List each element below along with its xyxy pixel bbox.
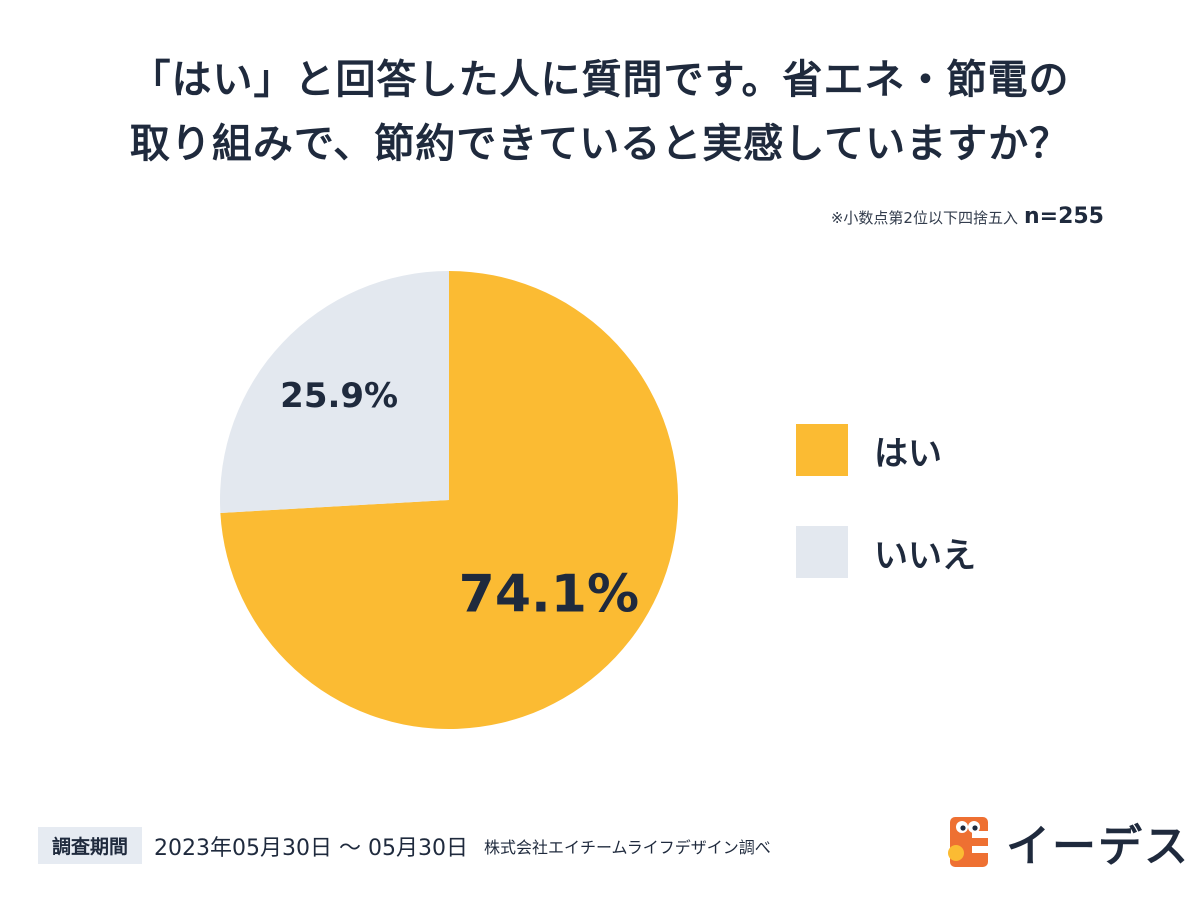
- chart-legend: はい いいえ: [796, 424, 976, 628]
- brand: イーデス: [946, 810, 1190, 874]
- pie-label-0: 74.1%: [459, 564, 639, 624]
- legend-item-0: はい: [796, 424, 976, 476]
- legend-label-1: いいえ: [874, 535, 976, 576]
- legend-label-0: はい: [874, 433, 942, 474]
- chart-note: ※小数点第2位以下四捨五入 n=255: [831, 204, 1104, 229]
- brand-name: イーデス: [1006, 821, 1190, 872]
- survey-period-value: 2023年05月30日 〜 05月30日: [154, 835, 468, 861]
- pie-chart: 74.1% 25.9%: [220, 271, 679, 729]
- chart-title-line-1: 「はい」と回答した人に質問です。省エネ・節電の: [130, 57, 1070, 103]
- chart-title-line-2: 取り組みで、節約できていると実感していますか？: [129, 121, 1071, 167]
- pie-label-1: 25.9%: [280, 376, 398, 416]
- legend-swatch-1: [796, 526, 848, 578]
- survey-footer: 調査期間 2023年05月30日 〜 05月30日 株式会社エイチームライフデザ…: [38, 827, 771, 864]
- rounding-note: ※小数点第2位以下四捨五入: [830, 209, 1018, 227]
- survey-period-label: 調査期間: [38, 827, 143, 864]
- pie-slice-0: [220, 271, 679, 729]
- sample-size: n=255: [1023, 204, 1104, 229]
- pie-slices: [220, 271, 679, 729]
- legend-swatch-0: [796, 424, 848, 476]
- brand-logo-icon: [948, 817, 990, 867]
- survey-source: 株式会社エイチームライフデザイン調べ: [483, 837, 771, 857]
- pie-labels: 74.1% 25.9%: [280, 376, 639, 624]
- chart-title: 「はい」と回答した人に質問です。省エネ・節電の 取り組みで、節約できていると実感…: [0, 48, 1200, 176]
- pie-slice-1: [220, 271, 449, 513]
- legend-item-1: いいえ: [796, 526, 976, 578]
